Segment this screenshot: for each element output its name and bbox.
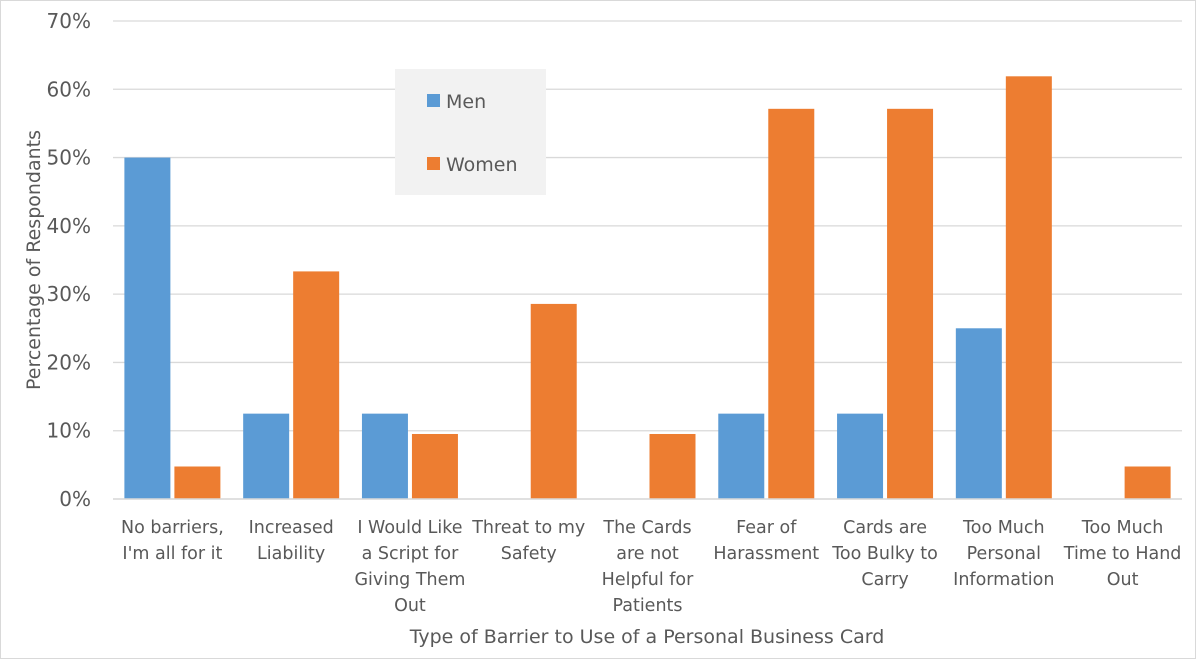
bar-women	[530, 303, 577, 499]
y-tick-label: 40%	[47, 214, 91, 238]
legend-background	[395, 69, 546, 195]
bar-women	[411, 433, 458, 499]
bar-women	[768, 108, 815, 499]
y-tick-label: 70%	[47, 9, 91, 33]
x-tick-label: Increased Liability	[249, 518, 334, 564]
x-tick-label: No barriers, I'm all for it	[121, 518, 224, 564]
bar-men	[243, 413, 290, 499]
x-tick-label: Threat to my Safety	[471, 518, 585, 564]
bar-men	[837, 413, 884, 499]
legend-label-men: Men	[446, 91, 486, 113]
bar-men	[955, 328, 1002, 499]
y-tick-label: 60%	[47, 77, 91, 101]
bar-men	[124, 157, 171, 500]
y-tick-label: 20%	[47, 350, 91, 374]
bar-women	[293, 271, 340, 499]
bar-women	[887, 108, 934, 499]
legend-label-women: Women	[446, 154, 518, 176]
bars	[113, 76, 1182, 500]
y-tick-label: 30%	[47, 282, 91, 306]
x-tick-label: The Cards are not Helpful for Patients	[602, 518, 694, 616]
bar-men	[718, 413, 765, 499]
x-tick-label: Too Much Personal Information	[953, 518, 1054, 590]
x-axis-categories: No barriers, I'm all for it Increased Liabi…	[121, 518, 1181, 616]
legend: Men Women	[395, 69, 546, 195]
x-tick-label: Cards are Too Bulky to Carry	[831, 518, 938, 590]
bar-women	[649, 433, 696, 499]
x-tick-label: Too Much Time to Hand Out	[1063, 518, 1182, 590]
x-tick-label: Fear of Harassment	[713, 518, 819, 564]
y-axis-ticks: 0% 10% 20% 30% 40% 50% 60% 70%	[47, 9, 91, 511]
bar-women	[1124, 466, 1171, 499]
legend-swatch-men	[427, 94, 440, 107]
x-tick-label: I Would Like a Script for Giving Them Out	[354, 518, 465, 616]
bar-women	[1005, 76, 1052, 499]
bar-men	[361, 413, 408, 499]
y-tick-label: 50%	[47, 146, 91, 170]
bar-women	[174, 466, 221, 499]
legend-swatch-women	[427, 157, 440, 170]
y-tick-label: 10%	[47, 419, 91, 443]
y-tick-label: 0%	[59, 487, 91, 511]
y-axis-title: Percentage of Respondants	[23, 130, 45, 390]
x-axis-title: Type of Barrier to Use of a Personal Bus…	[409, 626, 885, 648]
